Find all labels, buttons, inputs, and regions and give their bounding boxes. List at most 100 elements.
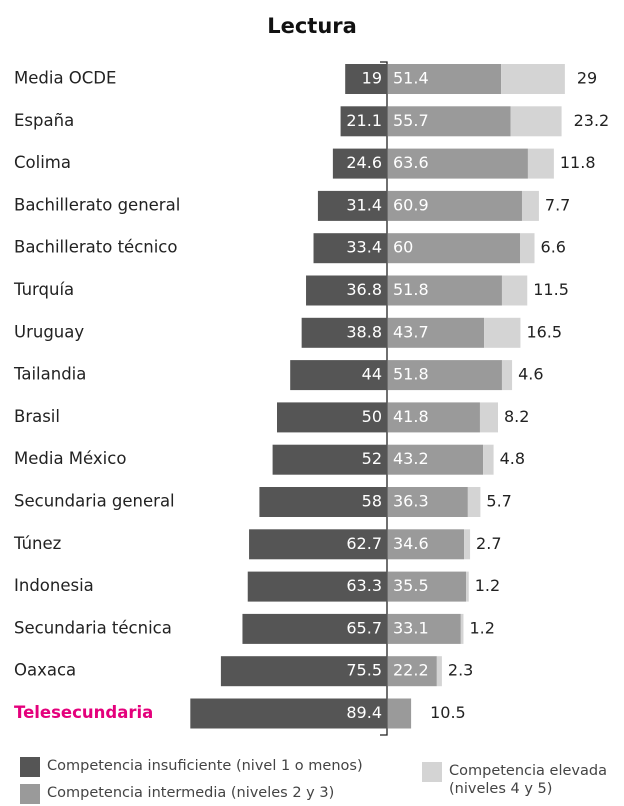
category-label: Uruguay <box>14 322 84 341</box>
category-label: España <box>14 111 74 130</box>
value-label: 8.2 <box>504 407 529 426</box>
value-label: 2.7 <box>476 534 501 553</box>
bar-elevated <box>501 275 528 306</box>
bar-elevated <box>520 233 535 264</box>
value-label: 1.2 <box>475 576 500 595</box>
value-label: 50 <box>362 407 382 426</box>
category-label: Brasil <box>14 407 60 426</box>
value-label: 63.6 <box>393 153 429 172</box>
value-label: 36.8 <box>346 280 382 299</box>
bar-insufficient <box>277 402 387 433</box>
legend-item: Competencia elevada (niveles 4 y 5) <box>422 762 624 798</box>
value-label: 51.4 <box>393 69 429 88</box>
category-label: Telesecundaria <box>14 703 153 722</box>
bar-intermediate <box>388 402 480 433</box>
bar-elevated <box>501 64 565 94</box>
value-label: 63.3 <box>346 576 382 595</box>
bar-elevated <box>527 148 554 179</box>
bar-intermediate <box>388 106 511 137</box>
value-label: 34.6 <box>393 534 429 553</box>
bar-insufficient <box>306 275 387 306</box>
value-label: 11.5 <box>533 280 569 299</box>
chart: Lectura Media OCDE 19 51.4 29 España 21.1 55.7… <box>13 14 609 736</box>
value-label: 36.3 <box>393 492 429 511</box>
value-label: 60 <box>393 238 413 257</box>
bar-intermediate <box>388 275 502 306</box>
legend-item: Competencia intermedia (niveles 2 y 3) <box>20 784 334 804</box>
bar-insufficient <box>332 148 387 179</box>
value-label: 52 <box>362 449 382 468</box>
category-label: Secundaria general <box>14 492 175 511</box>
value-label: 44 <box>362 365 382 384</box>
bar-intermediate <box>388 360 502 391</box>
value-label: 43.7 <box>393 322 429 341</box>
value-label: 10.5 <box>430 703 466 722</box>
value-label: 33.4 <box>346 238 382 257</box>
value-label: 24.6 <box>346 153 382 172</box>
value-label: 58 <box>362 492 382 511</box>
bar-intermediate <box>388 571 467 602</box>
bar-intermediate <box>388 698 412 729</box>
legend-label: Competencia elevada (niveles 4 y 5) <box>449 763 607 797</box>
legend-label: Competencia insuficiente (nivel 1 o meno… <box>47 758 363 774</box>
category-label: Bachillerato general <box>14 195 180 214</box>
bar-insufficient <box>220 656 387 687</box>
bar-elevated <box>479 402 498 433</box>
category-label: Secundaria técnica <box>14 618 172 637</box>
value-label: 51.8 <box>393 280 429 299</box>
value-label: 65.7 <box>346 618 382 637</box>
value-label: 55.7 <box>393 111 429 130</box>
bar-insufficient <box>272 444 387 475</box>
value-label: 43.2 <box>393 449 429 468</box>
value-label: 33.1 <box>393 618 429 637</box>
value-label: 21.1 <box>346 111 382 130</box>
bar-intermediate <box>388 233 520 264</box>
category-label: Turquía <box>13 280 74 299</box>
bar-insufficient <box>340 106 387 137</box>
bar-insufficient <box>259 487 387 517</box>
value-label: 62.7 <box>346 534 382 553</box>
value-label: 75.5 <box>346 661 382 680</box>
bar-elevated <box>510 106 562 137</box>
value-label: 4.8 <box>500 449 525 468</box>
category-label: Tailandia <box>13 365 86 384</box>
legend-swatch <box>20 757 40 777</box>
value-label: 35.5 <box>393 576 429 595</box>
bar-intermediate <box>388 444 484 475</box>
bar-elevated <box>483 444 494 475</box>
value-label: 11.8 <box>560 153 596 172</box>
value-label: 22.2 <box>393 661 429 680</box>
category-label: Colima <box>14 153 71 172</box>
bar-insufficient <box>317 190 387 221</box>
value-label: 29 <box>577 69 597 88</box>
value-label: 31.4 <box>346 195 382 214</box>
value-label: 60.9 <box>393 195 429 214</box>
chart-title: Lectura <box>267 14 357 38</box>
bar-intermediate <box>388 487 468 517</box>
bar-insufficient <box>313 233 387 264</box>
value-label: 2.3 <box>448 661 473 680</box>
legend-label: Competencia intermedia (niveles 2 y 3) <box>47 785 335 801</box>
bar-intermediate <box>388 529 465 560</box>
value-label: 1.2 <box>469 618 494 637</box>
category-label: Indonesia <box>14 576 94 595</box>
bar-elevated <box>464 529 471 560</box>
bar-intermediate <box>388 656 437 687</box>
bar-intermediate <box>388 64 502 94</box>
bar-insufficient <box>290 360 387 391</box>
bar-intermediate <box>388 317 485 348</box>
bar-elevated <box>467 487 481 517</box>
value-label: 6.6 <box>541 238 566 257</box>
value-label: 5.7 <box>486 492 511 511</box>
bar-insufficient <box>301 317 387 348</box>
bar-insufficient <box>249 529 387 560</box>
value-label: 38.8 <box>346 322 382 341</box>
value-label: 41.8 <box>393 407 429 426</box>
legend-item: Competencia insuficiente (nivel 1 o meno… <box>20 757 363 777</box>
bar-insufficient <box>242 613 387 644</box>
bar-elevated <box>460 613 464 644</box>
bar-intermediate <box>388 190 522 221</box>
bar-insufficient <box>345 64 387 94</box>
bar-insufficient <box>190 698 387 729</box>
